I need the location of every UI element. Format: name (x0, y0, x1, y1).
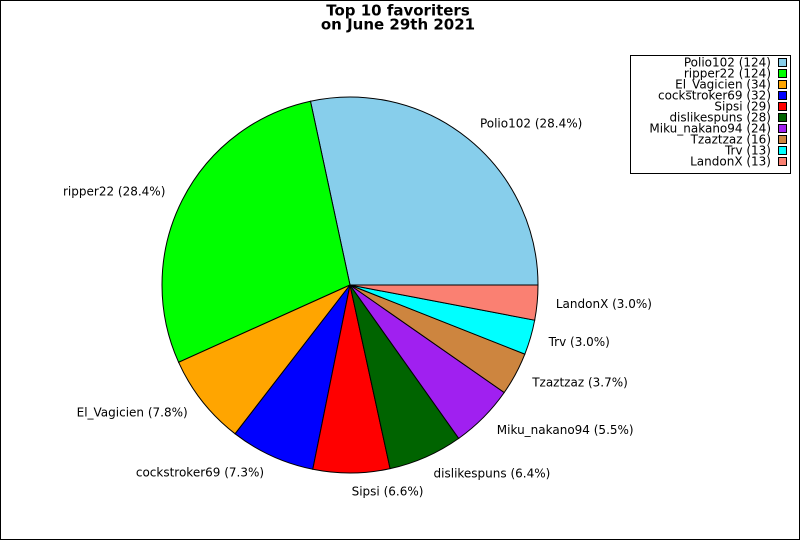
chart-title: on June 29th 2021 (321, 16, 475, 34)
slice-label: dislikespuns (6.4%) (434, 467, 551, 481)
slice-label: Polio102 (28.4%) (480, 117, 582, 131)
slice-label: Sipsi (6.6%) (352, 484, 424, 498)
legend-swatch (778, 69, 787, 78)
slice-label: Miku_nakano94 (5.5%) (497, 423, 634, 437)
legend-swatch (778, 135, 787, 144)
legend-swatch (778, 157, 787, 166)
pie-slice (161, 100, 351, 363)
legend-label: Miku_nakano94 (24) (649, 122, 771, 136)
legend-swatch (778, 124, 787, 133)
slice-label: ripper22 (28.4%) (63, 184, 165, 198)
pie-slice (349, 284, 539, 321)
legend-swatch (778, 91, 787, 100)
legend-swatch (778, 58, 787, 67)
legend-label: Sipsi (29) (714, 100, 771, 114)
legend-swatch (778, 102, 787, 111)
legend-box (630, 55, 791, 174)
pie-slice (309, 96, 539, 286)
slice-label: Tzaztzaz (3.7%) (531, 375, 628, 389)
legend-swatch (778, 113, 787, 122)
chart-title: Top 10 favoriters (326, 2, 470, 20)
legend-label: Polio102 (124) (684, 56, 771, 70)
legend-label: ripper22 (124) (684, 67, 771, 81)
slice-label: cockstroker69 (7.3%) (136, 466, 264, 480)
legend-label: Trv (13) (724, 144, 771, 158)
legend-label: LandonX (13) (690, 155, 771, 169)
legend-label: dislikespuns (28) (669, 111, 771, 125)
legend-label: El_Vagicien (34) (675, 78, 771, 92)
slice-label: Trv (3.0%) (548, 335, 610, 349)
legend-label: cockstroker69 (32) (658, 89, 771, 103)
slice-label: LandonX (3.0%) (556, 297, 652, 311)
legend-swatch (778, 146, 787, 155)
legend-swatch (778, 80, 787, 89)
legend-label: Tzaztzaz (16) (690, 133, 771, 147)
pie-slice (177, 284, 351, 435)
slice-label: El_Vagicien (7.8%) (77, 406, 188, 420)
